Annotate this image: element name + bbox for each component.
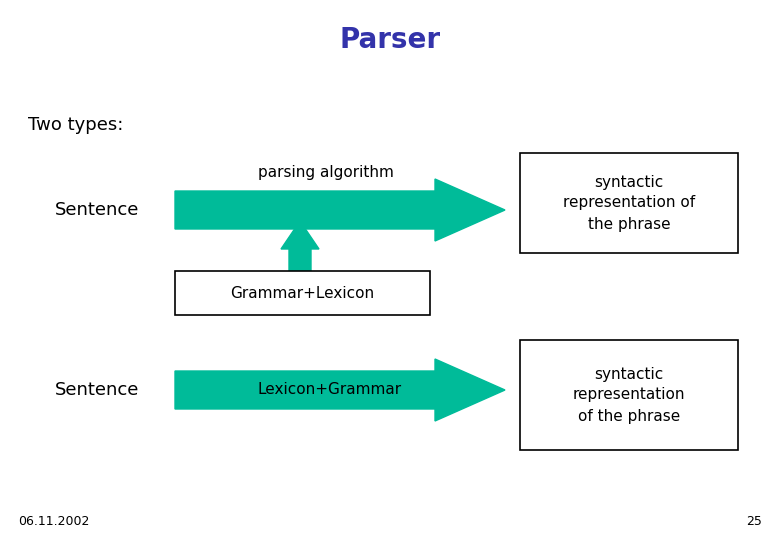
Text: 06.11.2002: 06.11.2002 [18, 515, 90, 528]
Text: Grammar+Lexicon: Grammar+Lexicon [230, 286, 374, 300]
Text: syntactic
representation of
the phrase: syntactic representation of the phrase [563, 174, 695, 232]
Bar [520, 340, 738, 450]
Bar [175, 271, 430, 315]
Text: parsing algorithm: parsing algorithm [258, 165, 394, 179]
Text: Two types:: Two types: [28, 116, 123, 134]
Text: Lexicon+Grammar: Lexicon+Grammar [258, 382, 402, 397]
Text: Sentence: Sentence [55, 201, 140, 219]
Bar [520, 153, 738, 253]
Text: Parser: Parser [339, 26, 441, 54]
Text: 25: 25 [746, 515, 762, 528]
Text: Sentence: Sentence [55, 381, 140, 399]
Text: syntactic
representation
of the phrase: syntactic representation of the phrase [573, 367, 686, 423]
FancyArrow shape [175, 359, 505, 421]
FancyArrow shape [175, 179, 505, 241]
FancyArrow shape [281, 221, 319, 274]
